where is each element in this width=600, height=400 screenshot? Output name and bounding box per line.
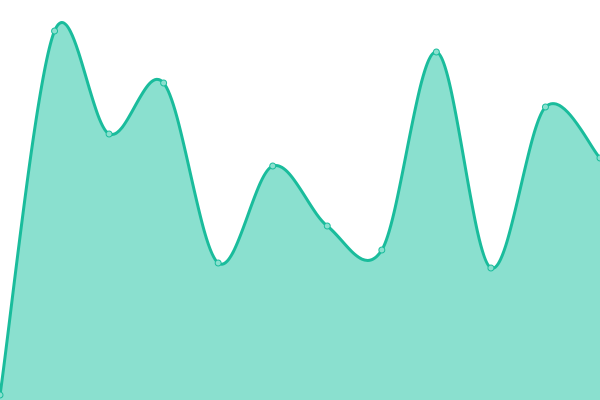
data-point-4 xyxy=(214,259,222,267)
data-point-8 xyxy=(432,48,440,56)
area-fill xyxy=(0,22,600,400)
data-point-2 xyxy=(105,130,113,138)
data-point-9 xyxy=(487,264,495,272)
data-point-1 xyxy=(51,27,59,35)
data-point-6 xyxy=(323,222,331,230)
data-point-7 xyxy=(378,246,386,254)
data-point-3 xyxy=(160,79,168,87)
data-point-5 xyxy=(269,162,277,170)
data-point-10 xyxy=(541,103,549,111)
data-point-0 xyxy=(0,391,4,399)
data-markers xyxy=(0,27,600,399)
data-point-11 xyxy=(596,154,600,162)
